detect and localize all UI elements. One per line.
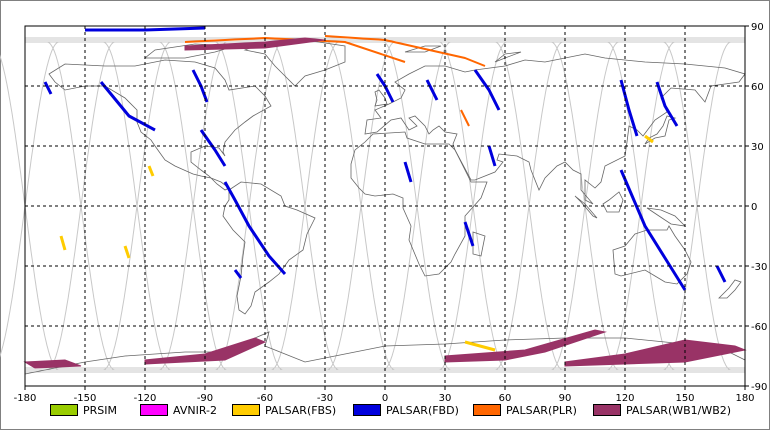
legend-swatch-palsar-plr xyxy=(473,404,501,416)
y-tick-label: 90 xyxy=(751,22,764,33)
legend-item-palsar-fbs: PALSAR(FBS) xyxy=(232,402,336,418)
swath-palsar-fbd xyxy=(199,129,227,167)
swath-palsar-fbd xyxy=(85,26,206,32)
swath-palsar-fbd xyxy=(463,221,475,247)
legend-label: AVNIR-2 xyxy=(173,403,217,417)
legend-item-palsar-fbd: PALSAR(FBD) xyxy=(353,402,459,418)
swath-palsar-fbd xyxy=(619,79,639,137)
longitude-axis: -180 -150 -120 -90 -60 -30 0 30 60 90 120 150 180 xyxy=(14,386,755,404)
swath-palsar-fbd xyxy=(715,265,727,283)
swath-palsar-plr xyxy=(460,109,470,127)
legend-label: PALSAR(FBD) xyxy=(386,403,459,417)
latitude-axis: 90 60 30 0 -30 -60 -90 xyxy=(745,22,767,393)
observation-swaths xyxy=(23,26,747,369)
swath-palsar-fbd xyxy=(655,81,679,127)
coastlines xyxy=(24,39,746,375)
coastline-north-america xyxy=(48,59,272,191)
orbit-track-descending xyxy=(438,41,508,371)
legend-item-prsim: PRSIM xyxy=(50,402,117,418)
legend-label: PALSAR(FBS) xyxy=(265,403,337,417)
swath-palsar-wb1-wb2 xyxy=(444,329,607,363)
coastline-australia xyxy=(612,225,692,285)
y-tick-label: 60 xyxy=(751,82,764,93)
swath-palsar-fbs xyxy=(644,134,654,144)
coastline-sumatra xyxy=(574,195,598,219)
coastline-madagascar xyxy=(472,231,486,257)
legend-item-palsar-wb: PALSAR(WB1/WB2) xyxy=(593,402,731,418)
coastline-borneo xyxy=(602,191,624,213)
x-tick-label: 0 xyxy=(382,393,388,404)
coastline-africa xyxy=(350,131,488,277)
swath-palsar-fbd xyxy=(487,145,497,167)
legend-item-avnir2: AVNIR-2 xyxy=(140,402,217,418)
swath-palsar-fbs xyxy=(464,340,496,352)
swath-palsar-fbd xyxy=(99,81,156,132)
swath-palsar-fbs xyxy=(59,235,67,251)
x-tick-label: 90 xyxy=(559,393,572,404)
legend-swatch-palsar-fbs xyxy=(232,404,260,416)
swath-palsar-fbd xyxy=(233,269,243,279)
x-tick-label: 30 xyxy=(439,393,452,404)
x-tick-label: -180 xyxy=(14,393,37,404)
swath-palsar-fbs xyxy=(123,245,131,259)
y-tick-label: 30 xyxy=(751,142,764,153)
legend-swatch-avnir2 xyxy=(140,404,168,416)
swath-palsar-fbs xyxy=(147,165,155,177)
swath-palsar-fbd xyxy=(619,169,687,291)
x-tick-label: 180 xyxy=(735,393,754,404)
coastline-japan xyxy=(644,115,677,145)
x-tick-label: -150 xyxy=(74,393,97,404)
swath-palsar-wb1-wb2 xyxy=(23,359,82,369)
swath-palsar-fbd xyxy=(473,69,501,111)
legend-item-palsar-plr: PALSAR(PLR) xyxy=(473,402,577,418)
swath-palsar-fbd xyxy=(425,79,439,101)
x-tick-label: 60 xyxy=(499,393,512,404)
x-tick-label: 120 xyxy=(615,393,634,404)
y-tick-label: 0 xyxy=(751,202,757,213)
y-tick-label: -30 xyxy=(751,262,767,273)
swath-palsar-fbd xyxy=(43,81,53,95)
x-tick-label: -60 xyxy=(257,393,273,404)
legend-swatch-prsim xyxy=(50,404,78,416)
legend-swatch-palsar-fbd xyxy=(353,404,381,416)
y-tick-label: -60 xyxy=(751,322,767,333)
swath-palsar-fbd xyxy=(403,161,413,183)
x-tick-label: 150 xyxy=(675,393,694,404)
legend-label: PRSIM xyxy=(83,403,117,417)
legend-label: PALSAR(PLR) xyxy=(506,403,577,417)
y-tick-label: -90 xyxy=(751,382,767,393)
orbit-track-descending xyxy=(102,41,172,371)
swath-palsar-plr xyxy=(324,35,486,67)
coastline-new-zealand xyxy=(718,279,742,299)
graticule xyxy=(25,26,745,386)
orbit-track-descending xyxy=(270,41,340,371)
legend-swatch-palsar-wb xyxy=(593,404,621,416)
coastline-arctic-island xyxy=(494,51,522,63)
legend-label: PALSAR(WB1/WB2) xyxy=(626,403,732,417)
coastline-uk xyxy=(374,89,388,107)
legend: PRSIM AVNIR-2 PALSAR(FBS) PALSAR(FBD) PA… xyxy=(0,402,770,422)
swath-palsar-wb1-wb2 xyxy=(564,339,747,367)
x-tick-label: -90 xyxy=(197,393,213,404)
swath-palsar-wb1-wb2 xyxy=(144,337,267,365)
x-tick-label: -120 xyxy=(134,393,157,404)
swath-palsar-fbd xyxy=(223,181,287,275)
x-tick-label: -30 xyxy=(317,393,333,404)
